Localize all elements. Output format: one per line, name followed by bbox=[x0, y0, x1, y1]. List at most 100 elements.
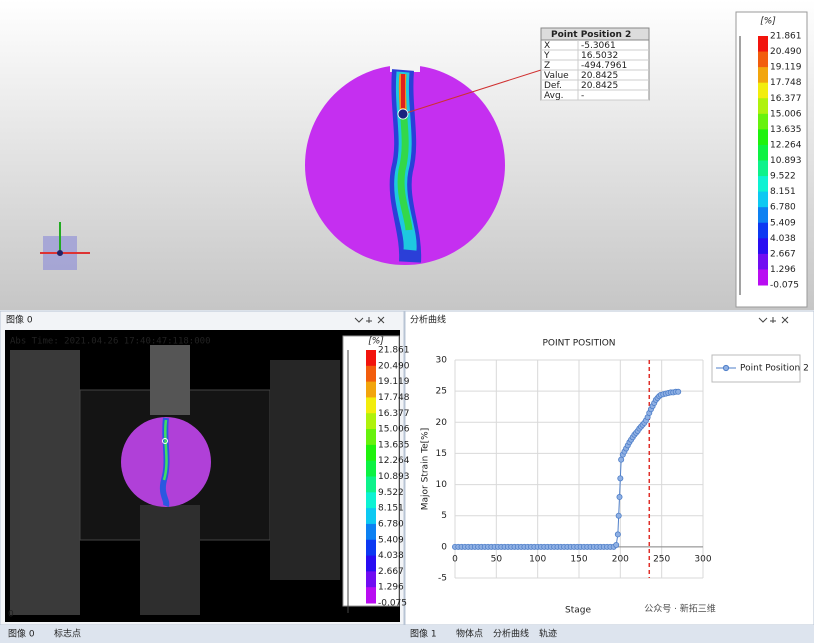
panel-button[interactable] bbox=[770, 317, 776, 323]
colorbar-label: 1.296 bbox=[770, 265, 796, 275]
colorbar-segment bbox=[366, 555, 376, 572]
colorbar-segment bbox=[366, 539, 376, 557]
colorbar-segment bbox=[366, 350, 376, 367]
y-axis-label: Major Strain Te[%] bbox=[421, 428, 431, 510]
colorbar-label: 9.522 bbox=[378, 488, 404, 498]
colorbar-label: 15.006 bbox=[770, 109, 802, 119]
y-tick-label: -5 bbox=[438, 574, 447, 584]
panel-button[interactable] bbox=[366, 317, 372, 323]
colorbar-label: 17.748 bbox=[378, 393, 410, 403]
fixture bbox=[150, 345, 190, 415]
info-key: X bbox=[544, 41, 550, 51]
fixture bbox=[140, 505, 200, 615]
colorbar-label: 1.296 bbox=[378, 583, 404, 593]
colorbar-segment bbox=[366, 571, 376, 588]
info-title: Point Position 2 bbox=[551, 30, 631, 40]
colorbar-label: 2.667 bbox=[770, 249, 796, 259]
colorbar-label: 19.119 bbox=[770, 63, 802, 73]
colorbar-segment bbox=[758, 222, 768, 239]
tab[interactable]: 分析曲线 bbox=[493, 628, 529, 640]
colorbar-segment bbox=[366, 523, 376, 541]
colorbar-frame bbox=[735, 11, 808, 308]
panel-title: 图像 0 bbox=[6, 314, 33, 326]
tab[interactable]: 图像 0 bbox=[8, 628, 35, 640]
data-point bbox=[616, 494, 623, 501]
colorbar-segment bbox=[758, 207, 768, 224]
x-tick-label: 100 bbox=[529, 554, 546, 564]
colorbar-segment bbox=[366, 476, 376, 493]
point-marker[interactable] bbox=[397, 108, 409, 120]
chart-title: POINT POSITION bbox=[542, 339, 615, 349]
colorbar-segment bbox=[758, 253, 768, 270]
y-tick-label: 15 bbox=[436, 449, 447, 459]
colorbar-label: 2.667 bbox=[378, 567, 404, 577]
fixture bbox=[10, 350, 80, 615]
x-tick-label: 0 bbox=[452, 554, 458, 564]
y-tick-label: 20 bbox=[436, 418, 448, 428]
colorbar-segment bbox=[758, 98, 768, 115]
colorbar-label: 19.119 bbox=[378, 377, 410, 387]
tab[interactable]: 轨迹 bbox=[539, 628, 557, 640]
colorbar-label: 6.780 bbox=[378, 519, 404, 529]
panel-button[interactable] bbox=[758, 317, 768, 323]
x-axis-label: Stage bbox=[565, 606, 591, 616]
colorbar-segment bbox=[758, 191, 768, 208]
x-tick-label: 300 bbox=[694, 554, 711, 564]
colorbar-unit: [%] bbox=[760, 17, 776, 27]
colorbar-label: 20.490 bbox=[378, 361, 410, 371]
colorbar-segment bbox=[758, 113, 768, 130]
colorbar-segment bbox=[758, 51, 768, 68]
colorbar-unit: [%] bbox=[368, 337, 384, 347]
panel-title: 分析曲线 bbox=[410, 314, 446, 326]
colorbar-label: 9.522 bbox=[770, 172, 796, 182]
tab-bar bbox=[0, 625, 814, 643]
data-point bbox=[615, 512, 622, 519]
fixture bbox=[270, 360, 340, 580]
panel-button[interactable] bbox=[377, 316, 385, 324]
data-point bbox=[618, 456, 625, 463]
colorbar-label: 8.151 bbox=[378, 504, 404, 514]
y-tick-label: 5 bbox=[441, 511, 447, 521]
notch bbox=[390, 58, 420, 72]
info-value: 20.8425 bbox=[581, 81, 618, 91]
tab[interactable]: 物体点 bbox=[456, 628, 483, 640]
watermark: 公众号 · 新拓三维 bbox=[644, 603, 716, 615]
colorbar-label: 10.893 bbox=[378, 472, 410, 482]
data-point bbox=[613, 541, 620, 548]
colorbar-label: 21.861 bbox=[378, 346, 410, 356]
info-key: Z bbox=[544, 61, 550, 71]
colorbar-segment bbox=[366, 587, 376, 604]
colorbar-label: 15.006 bbox=[378, 425, 410, 435]
colorbar-segment bbox=[758, 82, 768, 99]
colorbar-segment bbox=[758, 238, 768, 255]
y-tick-label: 30 bbox=[436, 356, 448, 366]
tab[interactable]: 标志点 bbox=[54, 628, 81, 640]
colorbar-label: 10.893 bbox=[770, 156, 802, 166]
colorbar-segment bbox=[758, 144, 768, 161]
panel-button[interactable] bbox=[354, 317, 364, 323]
data-point bbox=[617, 475, 624, 482]
colorbar-segment bbox=[758, 269, 768, 286]
data-point bbox=[614, 531, 621, 538]
leader-line bbox=[402, 69, 542, 115]
colorbar-label: -0.075 bbox=[378, 599, 407, 609]
crack-image bbox=[162, 419, 168, 481]
point-marker-image bbox=[162, 438, 168, 444]
y-tick-label: 25 bbox=[436, 387, 447, 397]
info-value: -5.3061 bbox=[581, 41, 616, 51]
colorbar-segment bbox=[366, 508, 376, 525]
tab[interactable]: 图像 1 bbox=[410, 628, 437, 640]
colorbar-segment bbox=[758, 36, 768, 53]
colorbar-segment bbox=[366, 444, 376, 462]
colorbar-segment bbox=[366, 429, 376, 446]
info-value: -494.7961 bbox=[581, 61, 627, 71]
info-key: Avg. bbox=[544, 91, 564, 101]
panel-button[interactable] bbox=[781, 316, 789, 324]
colorbar-label: 4.038 bbox=[770, 234, 796, 244]
colorbar-label: 12.264 bbox=[378, 456, 410, 466]
info-key: Value bbox=[544, 71, 569, 81]
colorbar-label: -0.075 bbox=[770, 281, 799, 291]
